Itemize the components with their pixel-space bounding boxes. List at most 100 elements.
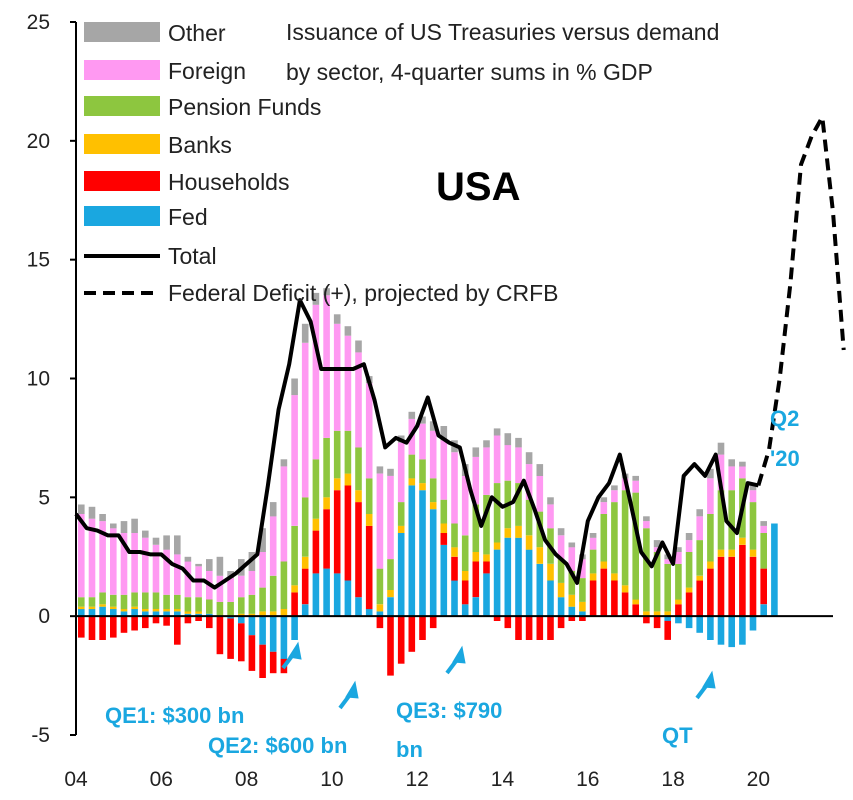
x-tick-label: 14 [491, 768, 515, 791]
bar-banks-08q3 [269, 611, 277, 617]
bar-other-14q2 [515, 437, 522, 448]
bar-households-18q3 [696, 580, 703, 617]
x-tick-label: 16 [576, 768, 599, 791]
legend-swatch-foreign [84, 60, 160, 80]
y-tick-label: 5 [38, 486, 50, 509]
bar-banks-04q1 [78, 606, 85, 610]
bar-pension-funds-07q4 [238, 597, 245, 614]
bar-banks-06q2 [174, 609, 181, 612]
bar-pension-funds-09q1 [291, 525, 298, 586]
legend-label-federal-deficit-projected-by-crfb: Federal Deficit (+), projected by CRFB [168, 280, 559, 306]
bar-other-16q1 [589, 533, 597, 538]
arrow-qe2 [338, 680, 359, 710]
bar-fed-15q2 [557, 597, 565, 617]
bar-fed-04q3 [99, 606, 106, 617]
bar-pension-funds-18q3 [696, 540, 703, 576]
annotation-qe3-line2: bn [396, 737, 423, 762]
bar-foreign-15q2 [557, 535, 565, 560]
bar-households-08q3 [269, 651, 277, 674]
bar-banks-06q1 [163, 609, 170, 612]
bar-other-04q4 [110, 523, 117, 529]
bar-households-16q3 [611, 580, 618, 617]
bar-banks-14q4 [536, 547, 544, 564]
bar-banks-04q2 [88, 606, 96, 610]
bar-foreign-05q3 [142, 537, 149, 593]
bar-pension-funds-19q4 [749, 502, 757, 550]
bar-fed-04q1 [78, 609, 85, 617]
bar-fed-13q2 [472, 597, 480, 617]
bar-fed-05q1 [120, 611, 128, 617]
bar-households-14q4 [536, 616, 544, 640]
bar-fed-12q3 [440, 544, 448, 617]
bar-fed-11q3 [397, 533, 405, 617]
bar-fed-14q3 [525, 549, 533, 617]
bar-households-12q2 [429, 616, 437, 629]
bar-pension-funds-17q3 [653, 552, 661, 612]
bar-other-11q4 [408, 411, 416, 419]
bar-other-06q4 [195, 563, 202, 567]
bar-other-19q4 [749, 483, 757, 491]
bar-fed-14q1 [504, 537, 512, 617]
bar-other-09q3 [312, 292, 320, 305]
legend: Other Foreign Pension Funds Banks Households… [84, 20, 559, 306]
legend-swatch-households [84, 171, 160, 191]
bar-other-12q3 [440, 426, 448, 441]
bar-foreign-12q1 [419, 423, 426, 460]
bar-fed-08q3 [269, 616, 277, 652]
bar-pension-funds-12q3 [440, 499, 448, 524]
bar-households-13q4 [493, 616, 501, 621]
bar-other-15q1 [547, 497, 554, 505]
bar-foreign-17q2 [643, 521, 650, 529]
bar-households-13q1 [461, 580, 469, 605]
bar-foreign-09q2 [301, 342, 309, 498]
bar-banks-04q4 [110, 606, 117, 610]
bar-pension-funds-09q4 [323, 437, 330, 498]
bar-foreign-18q3 [696, 516, 703, 541]
bar-pension-funds-17q1 [632, 492, 639, 600]
bar-fed-11q2 [387, 597, 394, 617]
bar-pension-funds-06q3 [184, 597, 192, 612]
bar-banks-04q3 [99, 604, 106, 607]
bar-foreign-13q3 [483, 447, 490, 495]
bar-other-07q1 [206, 559, 213, 571]
chart-title-line1: Issuance of US Treasuries versus demand [286, 19, 719, 45]
bar-banks-12q1 [419, 483, 426, 491]
bar-banks-18q4 [707, 561, 714, 569]
bar-other-10q3 [355, 340, 362, 353]
bar-other-09q4 [323, 288, 330, 296]
bar-foreign-08q1 [248, 571, 256, 595]
bar-banks-08q2 [259, 611, 266, 617]
bar-fed-05q3 [142, 611, 149, 617]
bar-fed-09q2 [301, 604, 309, 617]
bar-pension-funds-16q2 [600, 514, 608, 562]
bar-foreign-05q2 [131, 533, 138, 593]
bar-pension-funds-13q2 [472, 504, 480, 552]
bar-pension-funds-10q2 [344, 430, 352, 474]
bar-fed-18q3 [696, 616, 703, 633]
bar-foreign-12q4 [451, 452, 458, 524]
bar-households-07q3 [227, 618, 234, 659]
bar-fed-18q1 [675, 616, 682, 624]
bar-households-12q3 [440, 533, 448, 545]
bar-foreign-15q1 [547, 504, 554, 529]
bar-fed-04q2 [88, 609, 96, 617]
bar-fed-04q4 [110, 609, 117, 617]
bar-fed-13q3 [483, 573, 490, 617]
bar-pension-funds-18q4 [707, 514, 714, 562]
bar-fed-09q4 [323, 568, 330, 617]
bar-pension-funds-17q2 [643, 528, 650, 612]
bar-other-09q1 [291, 378, 298, 396]
legend-label-pension-funds: Pension Funds [168, 94, 321, 120]
bar-banks-17q1 [632, 599, 639, 605]
bar-foreign-06q3 [184, 561, 192, 598]
bar-households-19q1 [717, 556, 725, 617]
bar-pension-funds-08q2 [259, 587, 266, 612]
bar-other-19q1 [717, 442, 725, 455]
bar-banks-16q3 [611, 573, 618, 581]
bar-foreign-09q1 [291, 395, 298, 526]
bar-banks-09q1 [291, 585, 298, 593]
bar-banks-12q2 [429, 502, 437, 510]
bar-pension-funds-08q1 [248, 594, 256, 614]
bar-pension-funds-08q3 [269, 575, 277, 612]
